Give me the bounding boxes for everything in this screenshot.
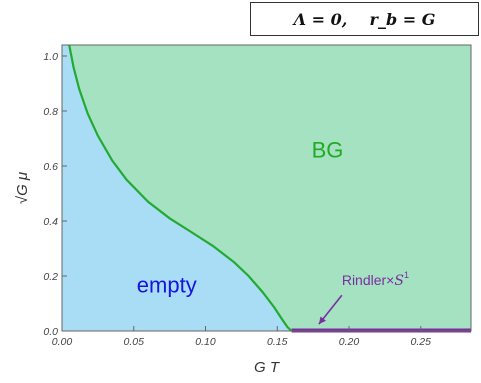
y-tick-label: 0.2 xyxy=(43,271,58,283)
phase-boundary-line xyxy=(68,44,293,332)
bg-region-label: BG xyxy=(312,138,344,163)
x-tick-label: 0.05 xyxy=(124,336,145,348)
x-tick-label: 0.00 xyxy=(52,336,73,348)
x-axis-title: G T xyxy=(254,359,281,376)
y-tick-label: 0.4 xyxy=(43,216,58,228)
y-axis-title: √G μ xyxy=(14,172,31,204)
x-tick-label: 0.10 xyxy=(195,336,216,348)
y-tick-label: 0.8 xyxy=(43,106,58,118)
plot-frame xyxy=(61,44,472,332)
x-tick-label: 0.20 xyxy=(339,336,360,348)
rindler-label-main: Rindler× xyxy=(342,272,395,288)
rindler-arrow xyxy=(318,294,343,325)
x-tick-label: 0.25 xyxy=(411,336,432,348)
empty-region-label: empty xyxy=(137,272,197,297)
rindler-label-s: S xyxy=(394,273,404,289)
rindler-label-superscript: 1 xyxy=(404,270,409,280)
y-tick-label: 0.6 xyxy=(43,161,58,173)
x-tick-label: 0.15 xyxy=(267,336,288,348)
y-tick-label: 1.0 xyxy=(43,51,58,63)
parameter-box: Λ = 0, r_b = G xyxy=(250,2,479,36)
y-tick-label: 0.0 xyxy=(43,326,58,338)
empty-region xyxy=(62,45,292,331)
rindler-label: Rindler×S1 xyxy=(342,270,409,289)
